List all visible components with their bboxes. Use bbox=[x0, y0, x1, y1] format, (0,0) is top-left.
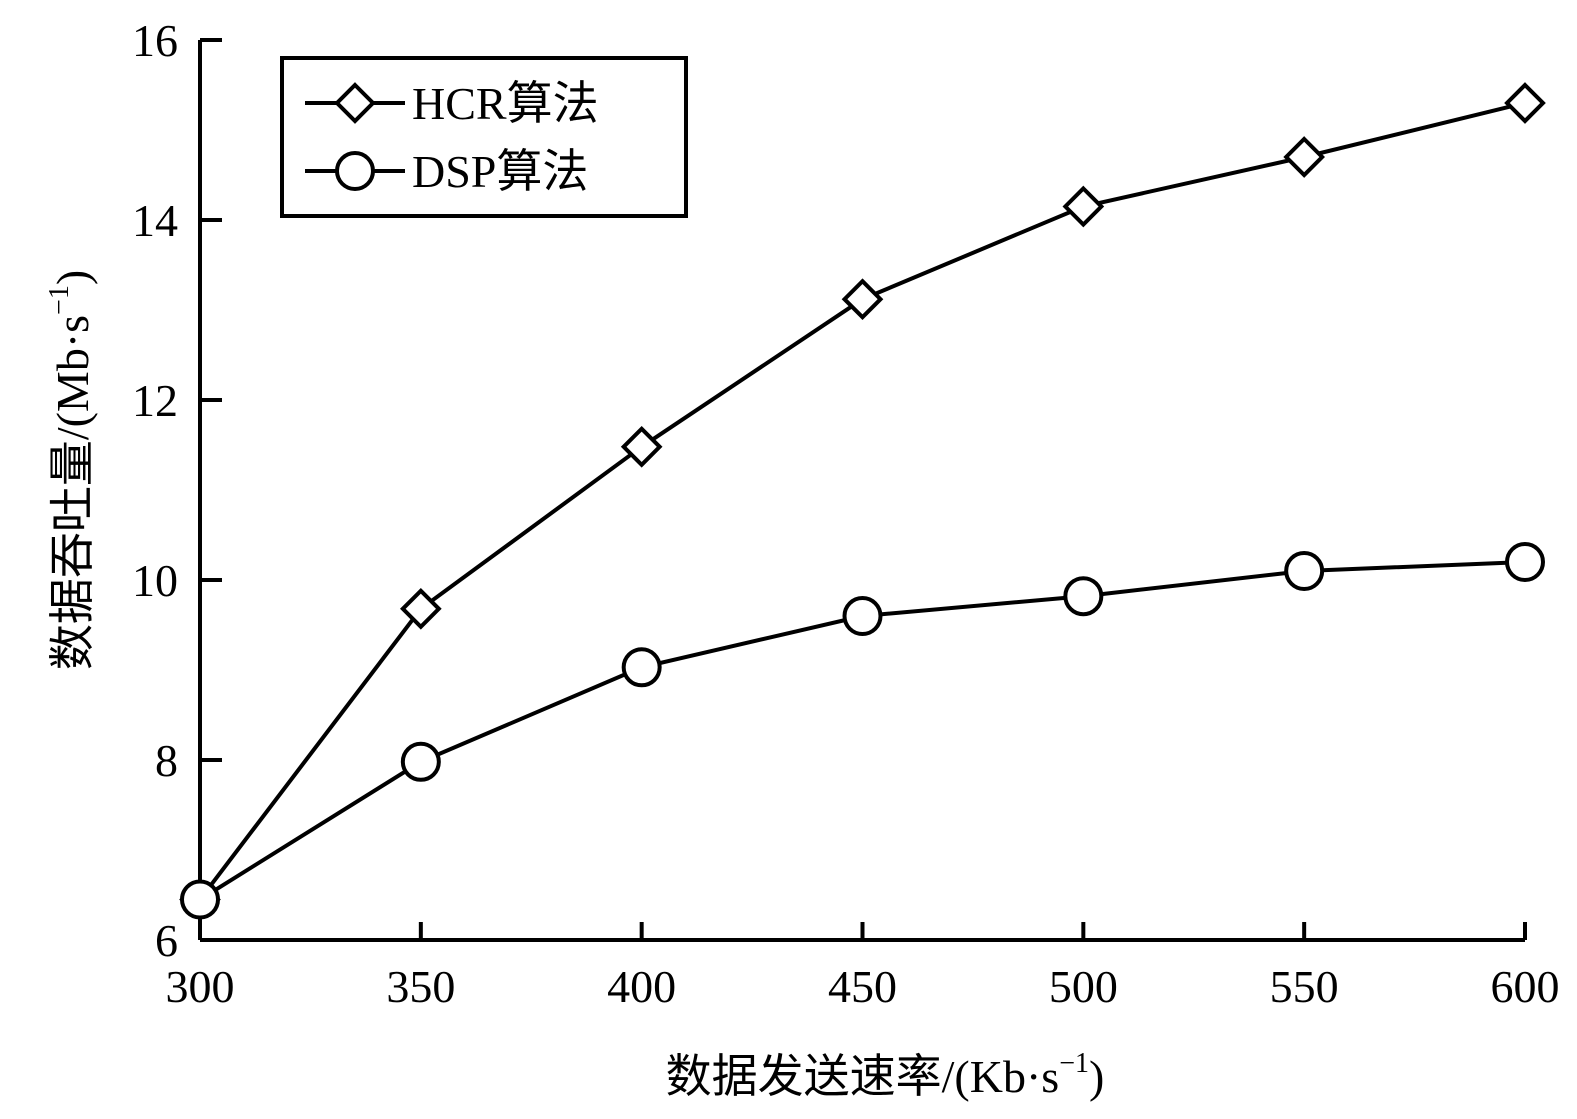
data-point-diamond bbox=[1283, 136, 1325, 178]
data-point-diamond bbox=[620, 425, 663, 468]
legend: HCR算法 DSP算法 bbox=[280, 56, 688, 218]
x-axis-label-close: ) bbox=[1089, 1051, 1104, 1102]
x-tick-label: 550 bbox=[1270, 961, 1339, 1012]
data-point-circle bbox=[842, 596, 883, 636]
data-point-diamond bbox=[841, 278, 884, 321]
series-1 bbox=[179, 82, 1546, 921]
x-tick-label: 400 bbox=[607, 961, 676, 1012]
data-point-circle bbox=[621, 647, 662, 688]
series-line bbox=[198, 101, 1526, 901]
data-point-circle bbox=[180, 879, 220, 920]
x-axis-label-sup: −1 bbox=[1059, 1048, 1089, 1079]
series-2 bbox=[180, 542, 1545, 920]
y-tick-label: 6 bbox=[155, 915, 178, 966]
x-tick-label: 300 bbox=[166, 961, 235, 1012]
data-point-circle bbox=[1505, 542, 1545, 582]
y-axis-label-sup: −1 bbox=[44, 285, 75, 315]
data-point-diamond bbox=[400, 587, 442, 630]
legend-label: DSP算法 bbox=[412, 146, 588, 197]
y-tick-label: 10 bbox=[132, 555, 178, 606]
ticks: 300 350 400 450 500 550 600 6 8 10 12 14 16 bbox=[132, 15, 1560, 1012]
data-point-circle bbox=[1284, 551, 1325, 591]
legend-marker-circle bbox=[335, 151, 375, 191]
data-point-diamond bbox=[1504, 82, 1546, 124]
x-axis-label: 数据发送速率/(Kb·s−1) bbox=[666, 1048, 1105, 1102]
y-axis-label-main: 数据吞吐量/(Mb·s bbox=[47, 315, 98, 670]
y-tick-label: 12 bbox=[132, 375, 178, 426]
y-tick-label: 16 bbox=[132, 15, 178, 66]
data-point-circle bbox=[1063, 576, 1104, 617]
legend-label: HCR算法 bbox=[412, 78, 599, 129]
x-tick-label: 450 bbox=[828, 961, 897, 1012]
y-tick-label: 14 bbox=[132, 195, 178, 246]
y-axis-label-close: ) bbox=[47, 270, 98, 285]
x-tick-label: 600 bbox=[1491, 961, 1560, 1012]
series-group bbox=[179, 82, 1546, 921]
data-point-diamond bbox=[1062, 185, 1105, 228]
x-tick-label: 350 bbox=[386, 961, 455, 1012]
x-tick-label: 500 bbox=[1049, 961, 1118, 1012]
y-axis-label: 数据吞吐量/(Mb·s−1) bbox=[44, 270, 98, 670]
x-axis-label-main: 数据发送速率/(Kb·s bbox=[666, 1051, 1060, 1102]
data-point-circle bbox=[400, 741, 441, 782]
legend-marker-diamond bbox=[334, 82, 376, 124]
y-tick-label: 8 bbox=[155, 735, 178, 786]
